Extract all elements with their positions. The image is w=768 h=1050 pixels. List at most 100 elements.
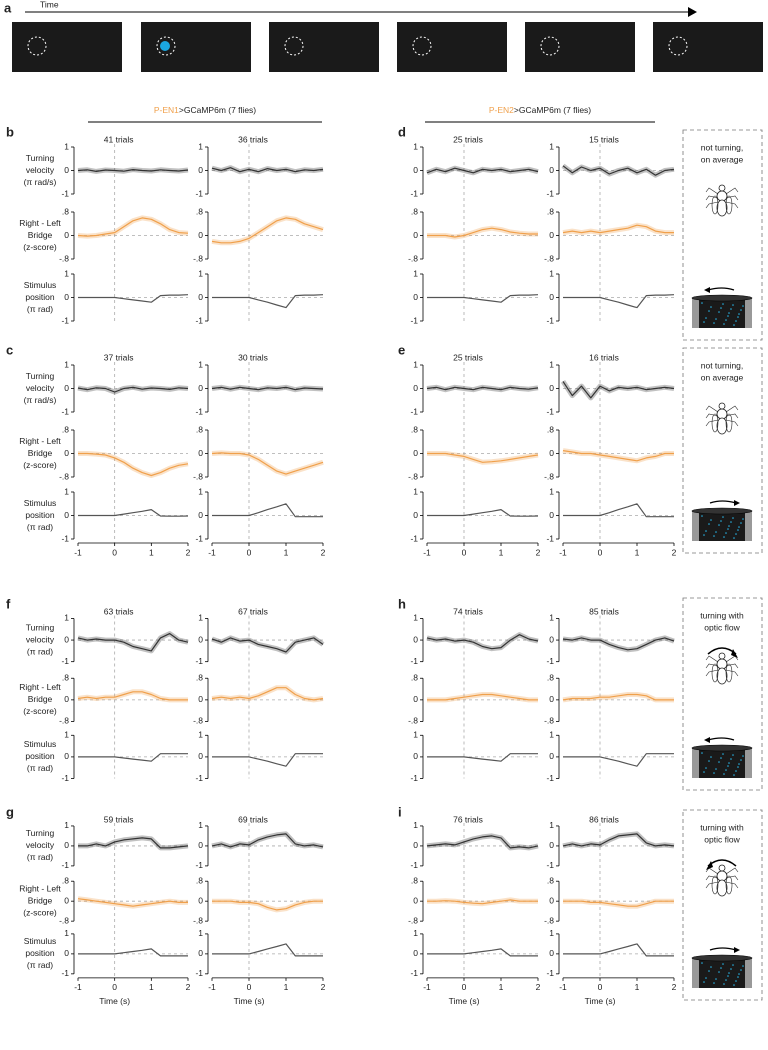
row-label: (π rad) xyxy=(27,763,53,773)
drum-dot xyxy=(727,528,729,530)
y-tick-label: 1 xyxy=(198,613,203,623)
y-tick-label: -.8 xyxy=(193,253,203,263)
y-tick-label: 0 xyxy=(413,383,418,393)
flow-arrow xyxy=(707,287,735,291)
turning-trace xyxy=(77,169,189,172)
y-tick-label: -1 xyxy=(546,406,554,416)
y-tick-label: 0 xyxy=(549,448,554,458)
drum-dot xyxy=(710,966,712,968)
drum-rim xyxy=(691,507,753,515)
drum-dot xyxy=(733,774,735,776)
driver-name: P-EN1 xyxy=(154,105,179,115)
y-tick-label: 0 xyxy=(198,230,203,240)
x-tick-label: 1 xyxy=(499,982,504,992)
drum-dot xyxy=(732,754,734,756)
y-tick-label: -1 xyxy=(195,968,203,978)
x-tick-label: 0 xyxy=(247,547,252,557)
drum-dot xyxy=(708,310,710,312)
x-tick-label: -1 xyxy=(423,547,431,557)
row-label: position xyxy=(25,292,55,302)
stimulus-trace xyxy=(427,509,539,517)
y-tick-label: -.8 xyxy=(59,915,69,925)
trial-count: 85 trials xyxy=(589,606,619,616)
y-tick-label: -1 xyxy=(546,860,554,870)
condition-label: turning with xyxy=(700,822,744,832)
condition-label: not turning, xyxy=(701,142,744,152)
target-ring xyxy=(156,36,176,56)
y-tick-label: -1 xyxy=(195,533,203,543)
drum-edge xyxy=(692,511,699,541)
y-tick-label: 0 xyxy=(64,448,69,458)
fly-leg xyxy=(725,413,739,419)
y-tick-label: -.8 xyxy=(408,471,418,481)
stimulus-trace xyxy=(563,753,674,767)
turning-trace xyxy=(562,833,675,847)
y-tick-label: 0 xyxy=(549,840,554,850)
fly-abdomen xyxy=(716,199,728,217)
stimulus-trace xyxy=(427,294,539,303)
y-tick-label: 1 xyxy=(549,820,554,830)
trial-count: 41 trials xyxy=(104,134,134,144)
fly-leg xyxy=(725,669,739,677)
row-label: velocity xyxy=(26,840,55,850)
stimulus-trace xyxy=(212,503,323,518)
row-label: Right - Left xyxy=(19,436,61,446)
bridge-trace xyxy=(427,227,538,238)
panel-letter: c xyxy=(6,342,13,357)
y-tick-label: 1 xyxy=(549,486,554,496)
row-label: Right - Left xyxy=(19,218,61,228)
y-tick-label: .8 xyxy=(547,875,554,885)
drum-edge xyxy=(692,748,699,778)
y-tick-label: -.8 xyxy=(544,253,554,263)
y-tick-label: 0 xyxy=(413,634,418,644)
target-ring xyxy=(540,36,560,56)
condition-label: turning with xyxy=(700,610,744,620)
y-tick-label: -1 xyxy=(410,860,418,870)
y-tick-label: .8 xyxy=(547,672,554,682)
panel-letter: a xyxy=(4,0,12,15)
drum-dot xyxy=(720,757,722,759)
drum xyxy=(692,298,752,328)
drum-dot xyxy=(718,971,720,973)
x-tick-label: 0 xyxy=(462,982,467,992)
y-tick-label: 0 xyxy=(413,448,418,458)
row-label: (π rad) xyxy=(27,304,53,314)
drum-dot xyxy=(701,515,703,517)
y-tick-label: 1 xyxy=(549,141,554,151)
condition-label: on average xyxy=(701,372,744,382)
row-label: velocity xyxy=(26,165,55,175)
row-label: position xyxy=(25,948,55,958)
y-tick-label: -.8 xyxy=(193,915,203,925)
drum-dot xyxy=(710,519,712,521)
y-tick-label: 0 xyxy=(198,383,203,393)
arrow-head xyxy=(688,7,697,17)
flow-arrowhead xyxy=(704,737,710,743)
drum-dot xyxy=(708,970,710,972)
drum-dot xyxy=(728,312,730,314)
y-tick-label: -1 xyxy=(61,860,69,870)
turning-trace xyxy=(211,637,324,653)
fly-thorax xyxy=(716,408,728,420)
x-tick-label: 1 xyxy=(635,982,640,992)
y-tick-label: 0 xyxy=(64,165,69,175)
drum-dot xyxy=(730,308,732,310)
y-tick-label: 1 xyxy=(198,730,203,740)
drum-dot xyxy=(728,762,730,764)
y-tick-label: -1 xyxy=(410,315,418,325)
y-tick-label: 0 xyxy=(198,165,203,175)
drum-dot xyxy=(737,316,739,318)
y-tick-label: 1 xyxy=(413,730,418,740)
bridge-trace xyxy=(77,898,188,907)
row-label: Bridge xyxy=(28,895,53,905)
stimulus-trace xyxy=(78,753,188,762)
y-tick-label: 1 xyxy=(413,820,418,830)
y-tick-label: .8 xyxy=(411,424,418,434)
fly-abdomen xyxy=(716,667,728,685)
turning-trace xyxy=(426,167,539,174)
drum-dot xyxy=(742,965,744,967)
y-tick-label: 0 xyxy=(413,751,418,761)
x-axis-label: Time (s) xyxy=(585,996,616,1006)
drum-dot xyxy=(738,973,740,975)
y-tick-label: 0 xyxy=(549,751,554,761)
